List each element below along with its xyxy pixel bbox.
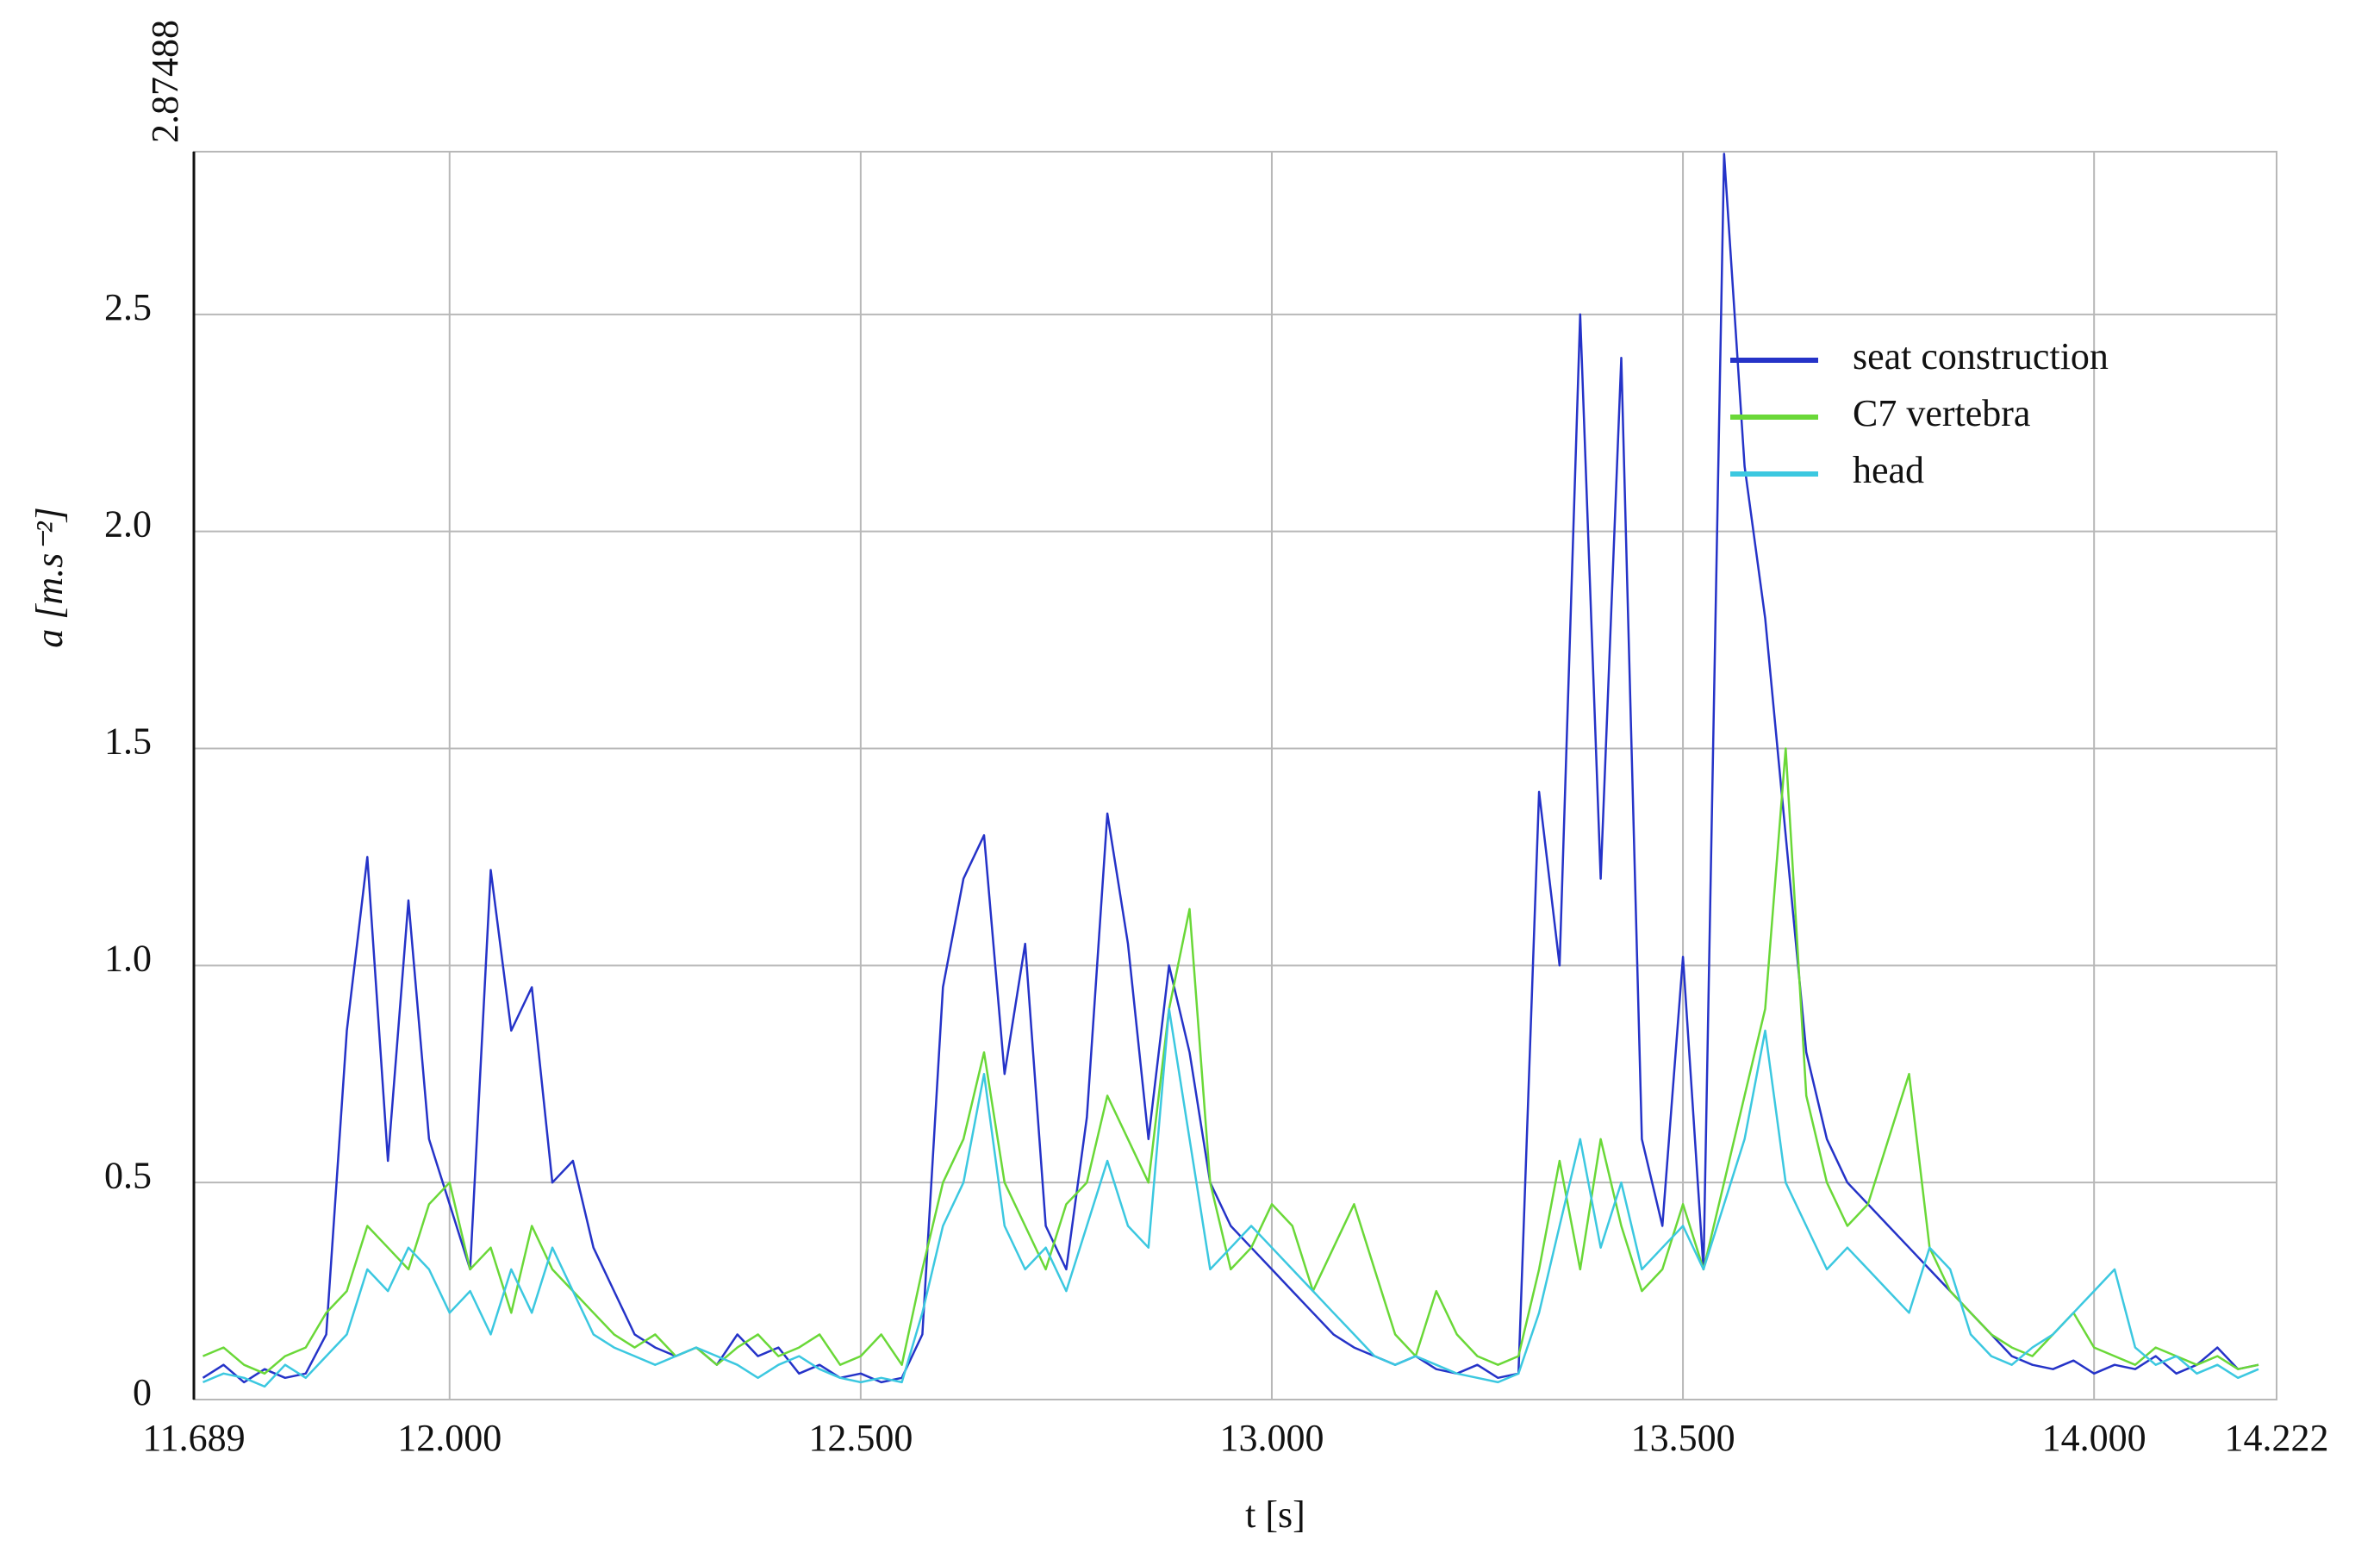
y-axis-label: a [m.s⁻²] xyxy=(28,507,71,648)
y-tick-label: 1.5 xyxy=(104,720,152,763)
x-tick-label: 14.000 xyxy=(2042,1417,2146,1459)
legend-label: C7 vertebra xyxy=(1853,392,2030,434)
x-tick-label: 12.500 xyxy=(808,1417,913,1459)
x-tick-label: 13.000 xyxy=(1219,1417,1324,1459)
series-line xyxy=(202,1007,2259,1388)
y-tick-label: 1.0 xyxy=(104,937,152,979)
x-tick-label: 14.222 xyxy=(2225,1417,2329,1459)
y-tick-label: 2.5 xyxy=(104,286,152,328)
y-tick-label: 0 xyxy=(133,1371,152,1413)
y-tick-label: 2.87488 xyxy=(144,20,186,143)
y-tick-label: 0.5 xyxy=(104,1154,152,1196)
series-line xyxy=(202,747,2259,1375)
x-tick-label: 13.500 xyxy=(1631,1417,1735,1459)
x-tick-label: 12.000 xyxy=(397,1417,502,1459)
legend-label: seat construction xyxy=(1853,335,2109,377)
series-line xyxy=(202,153,2259,1384)
legend-label: head xyxy=(1853,449,1924,491)
x-axis-label: t [s] xyxy=(1245,1494,1305,1536)
x-tick-label: 11.689 xyxy=(142,1417,245,1459)
y-tick-label: 2.0 xyxy=(104,503,152,546)
